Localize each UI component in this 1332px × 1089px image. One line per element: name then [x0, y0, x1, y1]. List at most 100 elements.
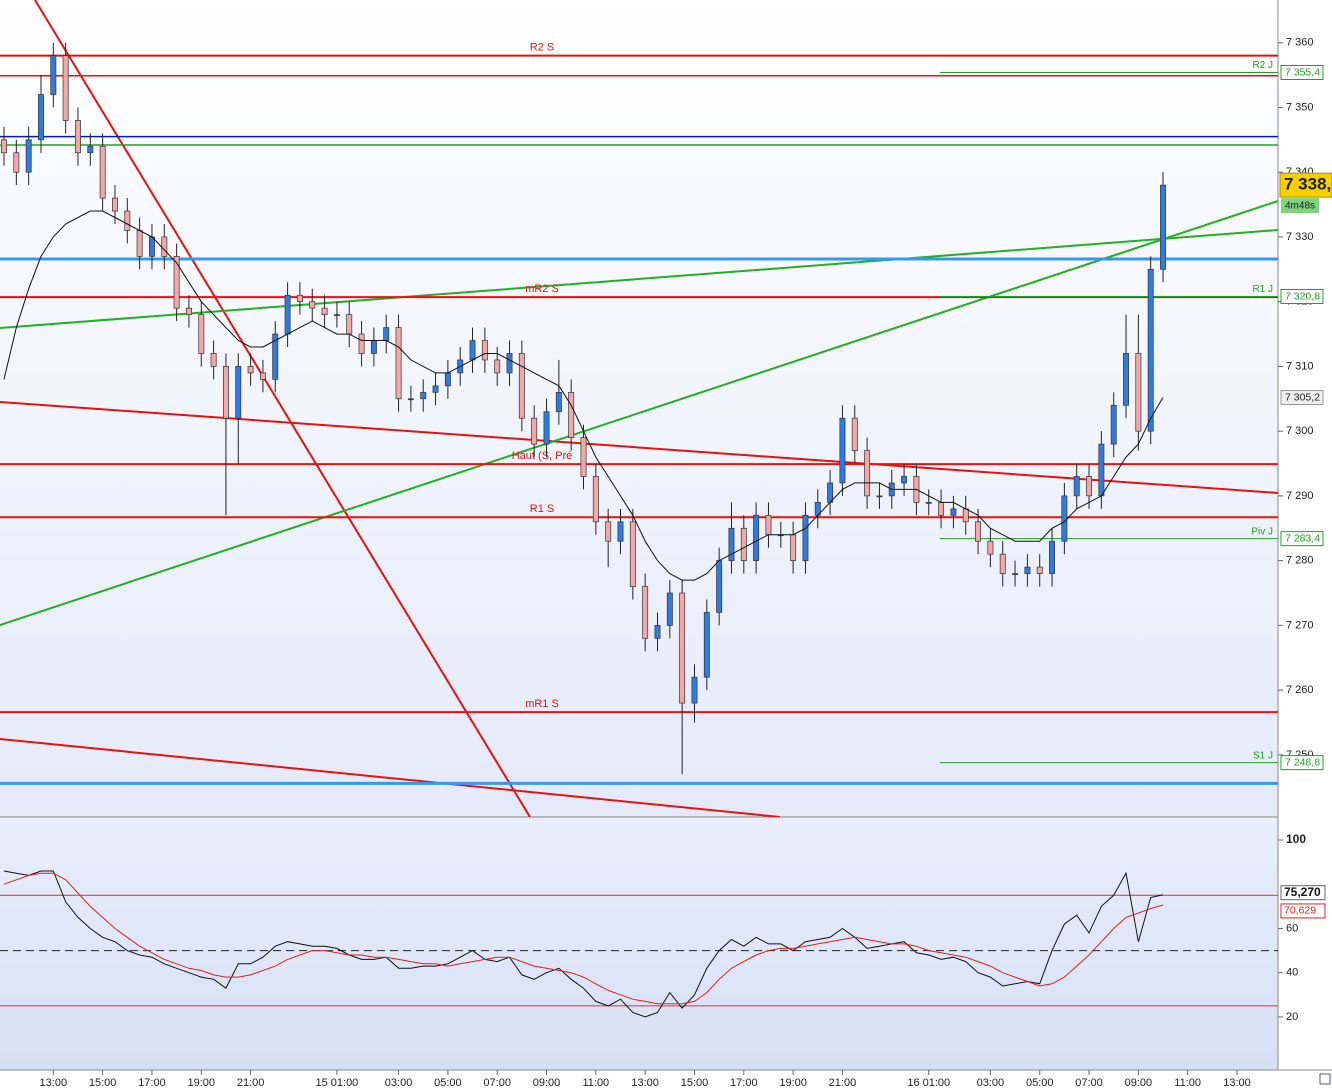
candle-body — [925, 502, 932, 504]
price-panel — [0, 0, 1278, 817]
x-tick-label: 15 01:00 — [315, 1077, 358, 1089]
candle-body — [753, 514, 760, 561]
candle-body — [469, 340, 476, 361]
candle-body — [1061, 495, 1068, 542]
trend-line — [0, 401, 1278, 494]
candle-body — [642, 586, 649, 639]
x-tick-label: 03:00 — [385, 1077, 413, 1089]
x-tick-label: 09:00 — [1125, 1077, 1153, 1089]
candle-body — [629, 521, 636, 587]
rsi-label: 70,629 — [1284, 905, 1316, 917]
rsi-panel — [0, 817, 1278, 1070]
candle-body — [617, 521, 624, 542]
candle-body — [136, 230, 143, 257]
candle-body — [703, 612, 710, 678]
candle-body — [358, 333, 365, 354]
candle-body — [555, 391, 562, 413]
session-level-label: R1 S — [530, 503, 554, 515]
candle-body — [173, 256, 180, 309]
candle-body — [25, 139, 32, 173]
x-tick-label: 13:00 — [631, 1077, 659, 1089]
candle-body — [999, 553, 1006, 574]
candle-body — [728, 527, 735, 561]
price-label-box — [1280, 755, 1324, 771]
session-level-label: Haut (S, Pré — [512, 450, 573, 462]
candle-body — [407, 398, 414, 401]
candle-body — [1024, 566, 1031, 574]
rsi-tick-label: 20 — [1286, 1011, 1298, 1023]
candle-body — [210, 353, 217, 367]
rsi-label-box — [1280, 885, 1326, 901]
x-tick-label: 17:00 — [138, 1077, 166, 1089]
x-tick-label: 11:00 — [582, 1077, 609, 1089]
rsi-tick-label: 60 — [1286, 922, 1298, 934]
ma-label: 7 305,2 — [1285, 391, 1320, 403]
candle-body — [950, 508, 957, 516]
candle-body — [1, 139, 7, 154]
ma-label-box — [1280, 389, 1324, 405]
candle-body — [309, 301, 316, 309]
resize-icon[interactable] — [1319, 1073, 1331, 1085]
y-tick-label: 7 330 — [1286, 231, 1314, 243]
candle-body — [975, 521, 982, 542]
price-label: 7 248,8 — [1285, 756, 1320, 768]
x-tick-label: 17:00 — [730, 1077, 758, 1089]
session-level-label: R2 S — [530, 42, 554, 54]
candle-body — [851, 417, 858, 451]
moving-average — [3, 210, 1164, 581]
candle-body — [149, 236, 155, 257]
x-tick-label: 05:00 — [1026, 1077, 1054, 1089]
candle-body — [716, 560, 723, 613]
y-tick-label: 7 350 — [1286, 101, 1314, 113]
trend-line — [0, 200, 1278, 626]
candle-body — [321, 307, 328, 315]
candle-body — [481, 340, 488, 361]
candle-body — [1110, 404, 1117, 445]
candle-body — [161, 236, 168, 257]
y-tick-label: 7 300 — [1286, 425, 1314, 437]
candle-body — [987, 540, 994, 555]
candle-body — [284, 294, 291, 335]
price-label-box — [1280, 531, 1324, 547]
candle-body — [802, 514, 809, 561]
x-tick-label: 07:00 — [1075, 1077, 1103, 1089]
timer-box — [1281, 198, 1319, 214]
x-tick-label: 03:00 — [977, 1077, 1005, 1089]
candle-body — [864, 450, 871, 497]
candle-body — [876, 495, 883, 498]
candle-body — [1160, 184, 1166, 270]
candle-body — [420, 391, 427, 400]
candle-body — [1135, 353, 1142, 432]
y-tick-label: 7 310 — [1286, 360, 1314, 372]
candle-body — [568, 391, 575, 438]
rsi-layer — [0, 870, 1278, 1018]
candle-body — [198, 314, 205, 354]
last-price-label: 7 338, — [1284, 175, 1331, 194]
candle-body — [827, 482, 834, 503]
candle-body — [962, 508, 969, 523]
y-tick-label: 7 270 — [1286, 619, 1314, 631]
candle-body — [296, 294, 303, 303]
daily-level-label: R2 J — [1252, 60, 1273, 71]
rsi-tick-label: 40 — [1286, 967, 1298, 979]
x-tick-label: 13:00 — [40, 1077, 68, 1089]
y-tick-label: 7 260 — [1286, 684, 1314, 696]
x-tick-label: 13:00 — [1223, 1077, 1251, 1089]
candle-body — [62, 55, 69, 121]
candle-body — [679, 592, 686, 704]
candle-body — [50, 55, 57, 95]
price-layer: R2 S mR2 S Haut (S, Pré R1 S mR1 S R2 J R1 J Pi… — [0, 42, 1278, 785]
price-label: 7 283,4 — [1285, 532, 1320, 544]
candle-body — [87, 145, 94, 154]
candle-body — [235, 366, 242, 419]
session-level-label: mR2 S — [525, 283, 559, 295]
candle-body — [1123, 353, 1129, 406]
x-tick-label: 16 01:00 — [907, 1077, 950, 1089]
x-tick-label: 07:00 — [483, 1077, 511, 1089]
price-label: 7 355,4 — [1285, 66, 1320, 78]
candle-body — [506, 353, 513, 374]
candle-body — [346, 314, 353, 335]
candle-body — [740, 527, 747, 561]
